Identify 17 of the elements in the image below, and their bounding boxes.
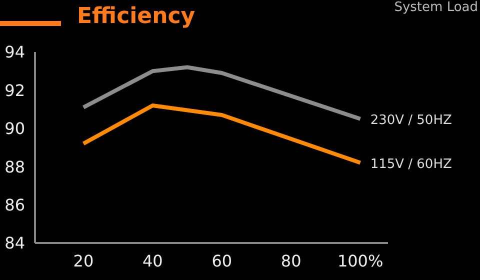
x-tick-label: 60 [212,251,232,270]
x-tick-label: 40 [142,251,163,270]
x-tick-label: 80 [280,251,302,270]
y-tick-label: 86 [4,195,25,214]
y-tick-label: 88 [4,157,25,176]
line-series [81,65,362,121]
y-tick-label: 92 [4,80,25,100]
line-series [81,103,362,165]
chart-title: Efficiency [77,4,196,29]
series-label: 115V / 60HZ [370,156,452,172]
series-label: 230V / 50HZ [370,112,452,128]
y-tick-label: 94 [4,42,25,62]
x-axis-title: System Load [394,0,478,15]
x-tick-label: 20 [73,251,94,270]
y-tick-label: 90 [4,119,25,138]
x-tick-label: 100% [337,251,384,270]
y-tick-label: 84 [4,234,25,253]
